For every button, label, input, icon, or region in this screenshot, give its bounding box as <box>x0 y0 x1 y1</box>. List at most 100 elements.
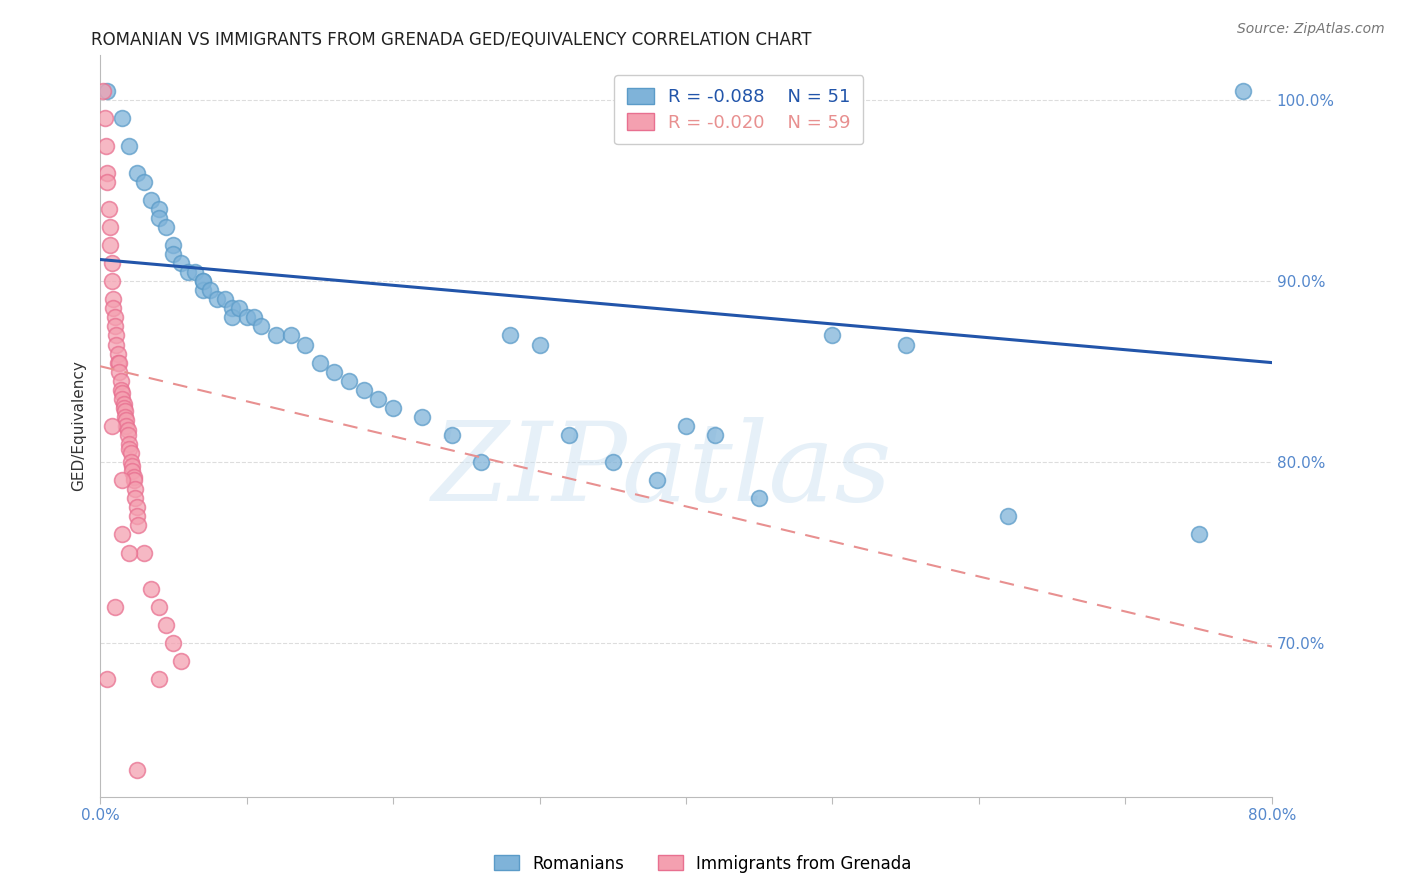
Point <box>558 428 581 442</box>
Point <box>243 310 266 325</box>
Point <box>645 473 668 487</box>
Point <box>198 283 221 297</box>
Point <box>96 175 118 189</box>
Point <box>141 582 163 596</box>
Point <box>214 293 236 307</box>
Point <box>148 672 170 686</box>
Point <box>382 401 405 415</box>
Point <box>117 423 139 437</box>
Point <box>121 464 143 478</box>
Point <box>280 328 302 343</box>
Point <box>107 356 129 370</box>
Point <box>118 437 141 451</box>
Point <box>114 409 136 424</box>
Point <box>470 455 492 469</box>
Point <box>108 356 131 370</box>
Point <box>122 473 145 487</box>
Point <box>115 413 138 427</box>
Point <box>105 328 128 343</box>
Point <box>132 175 155 189</box>
Point <box>162 247 184 261</box>
Point <box>127 518 149 533</box>
Point <box>101 256 124 270</box>
Point <box>221 301 243 316</box>
Point <box>120 455 142 469</box>
Point <box>97 202 120 216</box>
Point <box>111 527 134 541</box>
Point <box>101 418 124 433</box>
Point <box>118 138 141 153</box>
Point <box>114 404 136 418</box>
Point <box>132 545 155 559</box>
Point <box>125 166 148 180</box>
Point <box>323 365 346 379</box>
Point <box>103 301 125 316</box>
Point <box>111 386 134 401</box>
Point <box>170 256 193 270</box>
Point <box>100 219 122 234</box>
Point <box>91 84 114 98</box>
Point <box>294 337 316 351</box>
Point <box>997 509 1019 524</box>
Point <box>111 392 134 406</box>
Point <box>191 274 214 288</box>
Point <box>108 365 131 379</box>
Point <box>704 428 727 442</box>
Point <box>117 428 139 442</box>
Point <box>191 283 214 297</box>
Point <box>411 409 433 424</box>
Point <box>96 166 118 180</box>
Point <box>1188 527 1211 541</box>
Point <box>184 265 207 279</box>
Text: ZIPatlas: ZIPatlas <box>432 417 893 524</box>
Point <box>148 211 170 225</box>
Point <box>499 328 522 343</box>
Point <box>162 238 184 252</box>
Point <box>141 193 163 207</box>
Point <box>96 672 118 686</box>
Point <box>121 458 143 473</box>
Point <box>104 310 127 325</box>
Point <box>115 418 138 433</box>
Point <box>264 328 287 343</box>
Point <box>1232 84 1254 98</box>
Point <box>104 319 127 334</box>
Point <box>125 763 148 777</box>
Point <box>353 383 375 397</box>
Point <box>104 599 127 614</box>
Point <box>148 599 170 614</box>
Point <box>207 293 229 307</box>
Point <box>148 202 170 216</box>
Point <box>337 374 360 388</box>
Point <box>96 84 118 98</box>
Point <box>155 219 177 234</box>
Text: Source: ZipAtlas.com: Source: ZipAtlas.com <box>1237 22 1385 37</box>
Point <box>602 455 624 469</box>
Point <box>367 392 389 406</box>
Point <box>93 112 115 126</box>
Point <box>228 301 250 316</box>
Point <box>125 509 148 524</box>
Point <box>107 346 129 360</box>
Point <box>221 310 243 325</box>
Legend: Romanians, Immigrants from Grenada: Romanians, Immigrants from Grenada <box>488 848 918 880</box>
Point <box>112 397 135 411</box>
Point <box>118 442 141 457</box>
Point <box>122 469 145 483</box>
Point <box>112 401 135 415</box>
Point <box>103 293 125 307</box>
Point <box>118 545 141 559</box>
Text: ROMANIAN VS IMMIGRANTS FROM GRENADA GED/EQUIVALENCY CORRELATION CHART: ROMANIAN VS IMMIGRANTS FROM GRENADA GED/… <box>91 31 811 49</box>
Point <box>111 112 134 126</box>
Y-axis label: GED/Equivalency: GED/Equivalency <box>72 360 86 491</box>
Point <box>101 274 124 288</box>
Point <box>170 654 193 668</box>
Point <box>124 482 146 496</box>
Point <box>94 138 117 153</box>
Point <box>177 265 200 279</box>
Point <box>124 491 146 506</box>
Point <box>440 428 463 442</box>
Point <box>100 238 122 252</box>
Point <box>120 446 142 460</box>
Point <box>191 274 214 288</box>
